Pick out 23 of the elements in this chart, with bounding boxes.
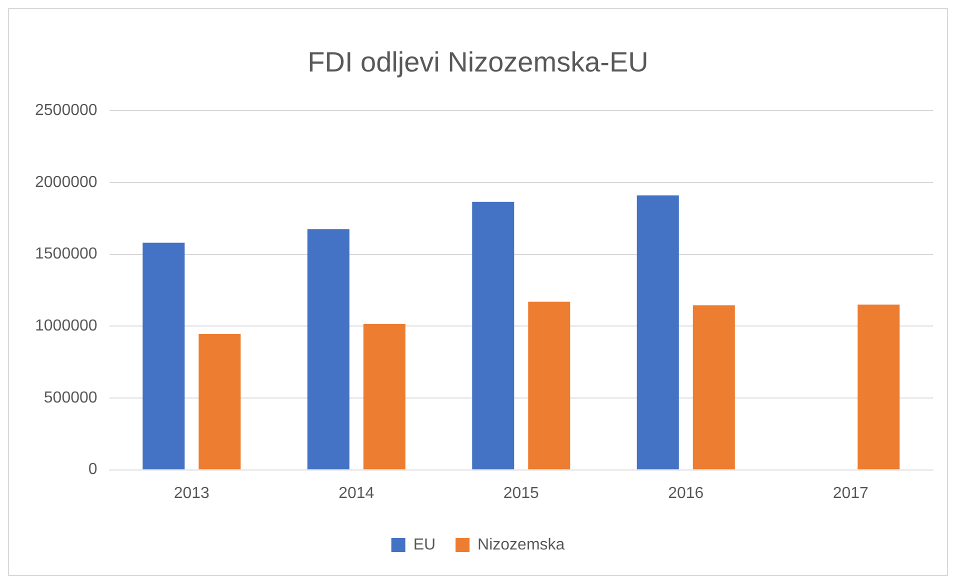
y-tick-label: 500000 <box>44 389 98 406</box>
x-tick-label: 2013 <box>174 484 210 502</box>
bar <box>528 302 570 470</box>
x-tick-label: 2017 <box>832 484 869 502</box>
bar <box>142 242 185 470</box>
legend-label: EU <box>413 536 436 554</box>
bar <box>636 195 679 470</box>
bar <box>198 334 241 470</box>
y-tick-label: 1000000 <box>34 318 98 335</box>
bar <box>363 324 406 470</box>
bar <box>307 229 350 470</box>
legend-label: Nizozemska <box>478 536 565 554</box>
bar <box>472 202 514 470</box>
y-tick-label: 2000000 <box>34 174 98 191</box>
chart-title: FDI odljevi Nizozemska-EU <box>308 46 648 78</box>
x-tick-label: 2016 <box>668 484 704 502</box>
x-tick-label: 2014 <box>338 484 374 502</box>
y-tick-label: 2500000 <box>34 102 98 120</box>
y-tick-label: 1500000 <box>34 246 98 263</box>
bar <box>858 304 900 470</box>
x-tick-label: 2015 <box>503 484 540 502</box>
bar <box>692 305 735 470</box>
y-tick-label: 0 <box>88 461 98 478</box>
